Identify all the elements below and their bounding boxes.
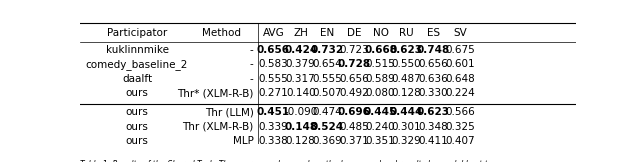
Text: 0.550: 0.550 xyxy=(392,59,421,69)
Text: 0.555: 0.555 xyxy=(312,74,342,84)
Text: Thr (LLM): Thr (LLM) xyxy=(205,107,253,117)
Text: 0.487: 0.487 xyxy=(392,74,421,84)
Text: 0.317: 0.317 xyxy=(286,74,316,84)
Text: 0.492: 0.492 xyxy=(339,88,369,98)
Text: 0.485: 0.485 xyxy=(339,122,369,132)
Text: 0.351: 0.351 xyxy=(365,136,396,146)
Text: 0.325: 0.325 xyxy=(445,122,475,132)
Text: 0.080: 0.080 xyxy=(366,88,396,98)
Text: 0.424: 0.424 xyxy=(284,45,317,55)
Text: 0.128: 0.128 xyxy=(392,88,421,98)
Text: ours: ours xyxy=(125,122,148,132)
Text: 0.748: 0.748 xyxy=(417,45,450,55)
Text: 0.148: 0.148 xyxy=(284,122,317,132)
Text: Participator: Participator xyxy=(107,28,167,38)
Text: 0.696: 0.696 xyxy=(337,107,370,117)
Text: -: - xyxy=(250,45,253,55)
Text: MLP: MLP xyxy=(233,136,253,146)
Text: 0.507: 0.507 xyxy=(312,88,342,98)
Text: 0.623: 0.623 xyxy=(390,45,423,55)
Text: -: - xyxy=(250,59,253,69)
Text: 0.474: 0.474 xyxy=(312,107,342,117)
Text: Thr (XLM-R-B): Thr (XLM-R-B) xyxy=(182,122,253,132)
Text: 0.301: 0.301 xyxy=(392,122,421,132)
Text: 0.339: 0.339 xyxy=(259,122,288,132)
Text: Method: Method xyxy=(202,28,241,38)
Text: 0.524: 0.524 xyxy=(310,122,344,132)
Text: -: - xyxy=(250,74,253,84)
Text: 0.379: 0.379 xyxy=(286,59,316,69)
Text: 0.566: 0.566 xyxy=(445,107,475,117)
Text: ES: ES xyxy=(427,28,440,38)
Text: 0.128: 0.128 xyxy=(286,136,316,146)
Text: 0.636: 0.636 xyxy=(419,74,448,84)
Text: NO: NO xyxy=(372,28,388,38)
Text: RU: RU xyxy=(399,28,413,38)
Text: SV: SV xyxy=(453,28,467,38)
Text: DE: DE xyxy=(346,28,361,38)
Text: 0.348: 0.348 xyxy=(419,122,448,132)
Text: 0.656: 0.656 xyxy=(419,59,448,69)
Text: 0.668: 0.668 xyxy=(364,45,397,55)
Text: 0.648: 0.648 xyxy=(445,74,475,84)
Text: 0.675: 0.675 xyxy=(445,45,475,55)
Text: 0.371: 0.371 xyxy=(339,136,369,146)
Text: ours: ours xyxy=(125,136,148,146)
Text: 0.445: 0.445 xyxy=(364,107,397,117)
Text: EN: EN xyxy=(320,28,334,38)
Text: 0.515: 0.515 xyxy=(365,59,396,69)
Text: 0.451: 0.451 xyxy=(257,107,290,117)
Text: ours: ours xyxy=(125,107,148,117)
Text: -0.090: -0.090 xyxy=(284,107,317,117)
Text: 0.555: 0.555 xyxy=(259,74,288,84)
Text: AVG: AVG xyxy=(262,28,284,38)
Text: kuklinnmike: kuklinnmike xyxy=(106,45,168,55)
Text: 0.583: 0.583 xyxy=(259,59,288,69)
Text: 0.411: 0.411 xyxy=(419,136,448,146)
Text: Thr* (XLM-R-B): Thr* (XLM-R-B) xyxy=(177,88,253,98)
Text: 0.656: 0.656 xyxy=(339,74,369,84)
Text: 0.140: 0.140 xyxy=(286,88,316,98)
Text: 0.329: 0.329 xyxy=(392,136,421,146)
Text: 0.656: 0.656 xyxy=(257,45,290,55)
Text: 0.654: 0.654 xyxy=(312,59,342,69)
Text: 0.271: 0.271 xyxy=(259,88,288,98)
Text: 0.240: 0.240 xyxy=(366,122,396,132)
Text: 0.369: 0.369 xyxy=(312,136,342,146)
Text: 0.224: 0.224 xyxy=(445,88,475,98)
Text: 0.338: 0.338 xyxy=(259,136,288,146)
Text: 0.728: 0.728 xyxy=(337,59,371,69)
Text: ours: ours xyxy=(125,88,148,98)
Text: 0.589: 0.589 xyxy=(365,74,396,84)
Text: 0.601: 0.601 xyxy=(445,59,475,69)
Text: 0.330: 0.330 xyxy=(419,88,448,98)
Text: 0.723: 0.723 xyxy=(339,45,369,55)
Text: 0.444: 0.444 xyxy=(390,107,423,117)
Text: daalft: daalft xyxy=(122,74,152,84)
Text: Table 1: Results of the Shared Task. The average columns show the language-level: Table 1: Results of the Shared Task. The… xyxy=(80,160,508,162)
Text: ZH: ZH xyxy=(293,28,308,38)
Text: 0.407: 0.407 xyxy=(445,136,475,146)
Text: 0.732: 0.732 xyxy=(310,45,344,55)
Text: comedy_baseline_2: comedy_baseline_2 xyxy=(86,59,188,70)
Text: 0.623: 0.623 xyxy=(417,107,450,117)
